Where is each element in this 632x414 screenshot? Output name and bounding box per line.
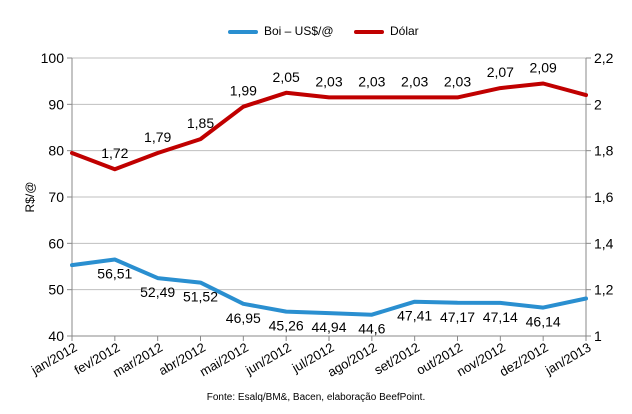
- y2-tick-label: 1,4: [594, 235, 614, 251]
- y-tick-label: 80: [48, 143, 64, 159]
- data-label-dolar: 2,05: [273, 69, 300, 85]
- legend-item-dolar: Dólar: [354, 22, 434, 40]
- data-label-boi: 44,94: [311, 319, 346, 335]
- y-axis-title: R$/@: [23, 182, 37, 213]
- data-label-dolar: 2,09: [530, 59, 557, 75]
- x-tick-label: mai/2012: [197, 340, 251, 380]
- y2-tick-label: 1,6: [594, 189, 614, 205]
- data-label-dolar: 1,79: [144, 129, 171, 145]
- x-tick-label: mar/2012: [110, 340, 165, 380]
- x-tick-label: jan/2012: [28, 340, 80, 378]
- data-label-dolar: 1,72: [101, 145, 128, 161]
- y-tick-label: 40: [48, 328, 64, 344]
- y2-tick-label: 2: [594, 96, 602, 112]
- data-label-boi: 47,17: [440, 309, 475, 325]
- y-tick-label: 60: [48, 235, 64, 251]
- y-tick-label: 50: [48, 282, 64, 298]
- legend-label-dolar: Dólar: [390, 24, 419, 38]
- data-label-boi: 56,51: [97, 266, 132, 282]
- legend-swatch-dolar: [354, 30, 384, 34]
- data-label-dolar: 2,03: [444, 73, 471, 89]
- y-tick-label: 100: [41, 50, 65, 66]
- legend-item-boi: Boi – US$/@: [228, 22, 348, 40]
- series-line-dolar: [70, 81, 588, 172]
- data-label-boi: 47,41: [397, 308, 432, 324]
- y2-tick-label: 1,2: [594, 282, 614, 298]
- y-tick-label: 70: [48, 189, 64, 205]
- data-label-dolar: 2,03: [315, 73, 342, 89]
- y2-tick-label: 1: [594, 328, 602, 344]
- data-label-boi: 52,49: [140, 284, 175, 300]
- data-label-dolar: 2,03: [401, 73, 428, 89]
- data-label-boi: 46,95: [226, 310, 261, 326]
- x-tick-label: set/2012: [371, 340, 422, 378]
- x-tick-label: ago/2012: [325, 340, 379, 380]
- legend: Boi – US$/@ Dólar: [0, 22, 632, 40]
- x-tick-label: dez/2012: [497, 340, 551, 380]
- data-label-boi: 44,6: [358, 321, 385, 337]
- y-tick-label: 90: [48, 96, 64, 112]
- data-label-boi: 46,14: [526, 314, 561, 330]
- y2-tick-label: 1,8: [594, 143, 614, 159]
- legend-swatch-boi: [228, 30, 258, 34]
- legend-label-boi: Boi – US$/@: [264, 24, 334, 38]
- data-label-dolar: 1,99: [230, 83, 257, 99]
- data-label-boi: 47,14: [483, 309, 518, 325]
- source-note: Fonte: Esalq/BM&, Bacen, elaboração Beef…: [206, 392, 426, 403]
- series-line-boi: [70, 257, 588, 317]
- data-label-dolar: 2,03: [358, 73, 385, 89]
- data-label-boi: 51,52: [183, 289, 218, 305]
- y2-tick-label: 2,2: [594, 50, 614, 66]
- data-label-boi: 45,26: [269, 318, 304, 334]
- x-tick-label: jun/2012: [242, 340, 294, 378]
- data-label-dolar: 2,07: [487, 64, 514, 80]
- x-tick-label: jan/2013: [542, 340, 594, 378]
- data-label-dolar: 1,85: [187, 115, 214, 131]
